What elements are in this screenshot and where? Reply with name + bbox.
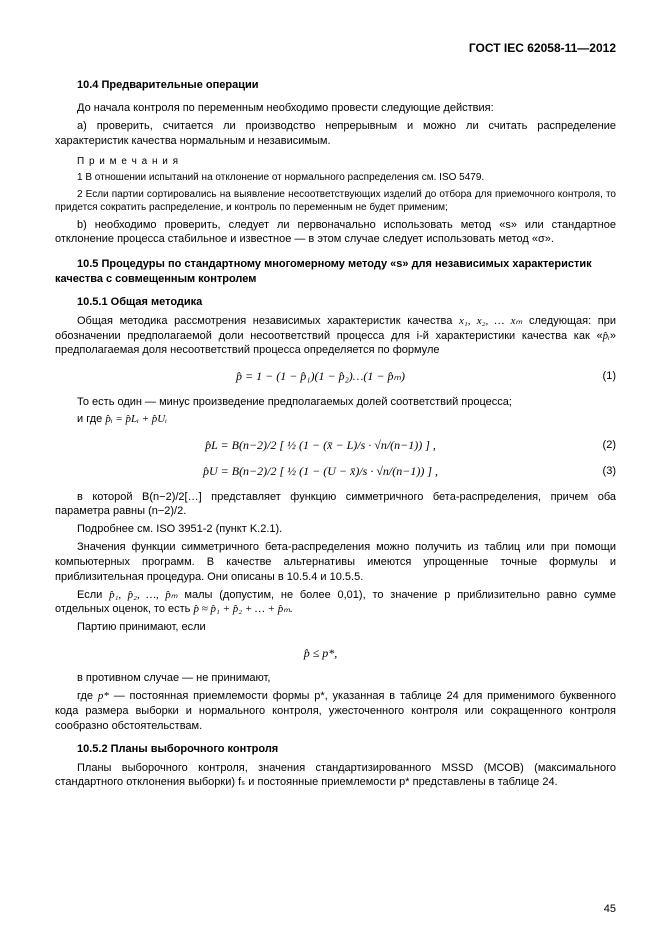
paragraph: То есть один — минус произведение предпо… — [55, 395, 616, 410]
paragraph: в противном случае — не принимают, — [55, 671, 616, 686]
paragraph: Если p̂₁, p̂₂, …, p̂ₘ малы (допустим, не… — [55, 588, 616, 618]
paragraph: b) необходимо проверить, следует ли перв… — [55, 218, 616, 248]
section-10-5-2-title: 10.5.2 Планы выборочного контроля — [55, 742, 616, 757]
text: Если — [77, 589, 109, 601]
paragraph: До начала контроля по переменным необход… — [55, 101, 616, 116]
page-number: 45 — [604, 902, 616, 917]
equation-2-number: (2) — [586, 438, 616, 453]
text: Общая методика рассмотрения независимых … — [77, 315, 459, 327]
paragraph: и где p̂ᵢ = p̂Lᵢ + p̂Uᵢ — [55, 412, 616, 427]
notes-label: П р и м е ч а н и я — [55, 155, 616, 169]
equation-1-row: p̂ = 1 − (1 − p̂₁)(1 − p̂₂)…(1 − p̂ₘ) (1… — [55, 368, 616, 384]
text: и где — [77, 413, 105, 425]
paragraph: Общая методика рассмотрения независимых … — [55, 314, 616, 359]
math-sum: p̂ ≈ p̂₁ + p̂₂ + … + p̂ₘ. — [193, 603, 292, 615]
section-10-5-title: 10.5 Процедуры по стандартному многомерн… — [55, 257, 616, 287]
note: 2 Если партии сортировались на выявление… — [55, 188, 616, 215]
document-page: ГОСТ IEC 62058-11—2012 10.4 Предваритель… — [0, 0, 661, 935]
equation-2-row: p̂L = B(n−2)/2 [ ½ (1 − (x̄ − L)/s · √n/… — [55, 437, 616, 453]
text: — постоянная приемлемости формы p*, указ… — [55, 690, 616, 732]
paragraph: Значения функции симметричного бета-расп… — [55, 540, 616, 585]
paragraph: Партию принимают, если — [55, 620, 616, 635]
math-expr: p̂ᵢ = p̂Lᵢ + p̂Uᵢ — [105, 413, 167, 425]
equation-4: p̂ ≤ p*, — [55, 645, 586, 661]
equation-4-row: p̂ ≤ p*, — [55, 645, 616, 661]
math-var: p* — [98, 690, 109, 702]
equation-3: p̂U = B(n−2)/2 [ ½ (1 − (U − x̄)/s · √n/… — [55, 463, 586, 479]
equation-3-row: p̂U = B(n−2)/2 [ ½ (1 − (U − x̄)/s · √n/… — [55, 463, 616, 479]
note: 1 В отношении испытаний на отклонение от… — [55, 171, 616, 185]
section-10-4-title: 10.4 Предварительные операции — [55, 78, 616, 93]
paragraph: где p* — постоянная приемлемости формы p… — [55, 689, 616, 734]
equation-2: p̂L = B(n−2)/2 [ ½ (1 − (x̄ − L)/s · √n/… — [55, 437, 586, 453]
paragraph: а) проверить, считается ли производство … — [55, 119, 616, 149]
equation-3-number: (3) — [586, 464, 616, 479]
equation-1-number: (1) — [586, 369, 616, 384]
text: где — [77, 690, 98, 702]
math-vars: x₁, x₂, … xₘ — [459, 315, 522, 327]
math-vars: p̂₁, p̂₂, …, p̂ₘ — [109, 589, 178, 601]
paragraph: Планы выборочного контроля, значения ста… — [55, 761, 616, 791]
math-phat: p̂ᵢ — [603, 330, 610, 342]
paragraph: в которой B(n−2)/2[…] представляет функц… — [55, 490, 616, 520]
equation-1: p̂ = 1 − (1 − p̂₁)(1 − p̂₂)…(1 − p̂ₘ) — [55, 368, 586, 384]
section-10-5-1-title: 10.5.1 Общая методика — [55, 295, 616, 310]
paragraph: Подробнее см. ISO 3951-2 (пункт K.2.1). — [55, 522, 616, 537]
document-header: ГОСТ IEC 62058-11—2012 — [55, 40, 616, 56]
